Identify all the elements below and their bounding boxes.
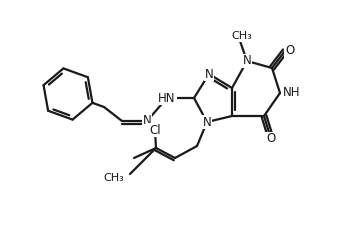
Text: CH₃: CH₃: [232, 31, 252, 41]
Text: N: N: [205, 67, 213, 80]
Text: N: N: [142, 114, 151, 127]
Text: O: O: [285, 45, 294, 58]
Text: NH: NH: [283, 87, 300, 100]
Text: CH₃: CH₃: [103, 173, 124, 183]
Text: N: N: [243, 55, 251, 67]
Text: Cl: Cl: [149, 123, 161, 136]
Text: HN: HN: [158, 92, 176, 105]
Text: O: O: [266, 132, 276, 146]
Text: N: N: [203, 115, 211, 128]
